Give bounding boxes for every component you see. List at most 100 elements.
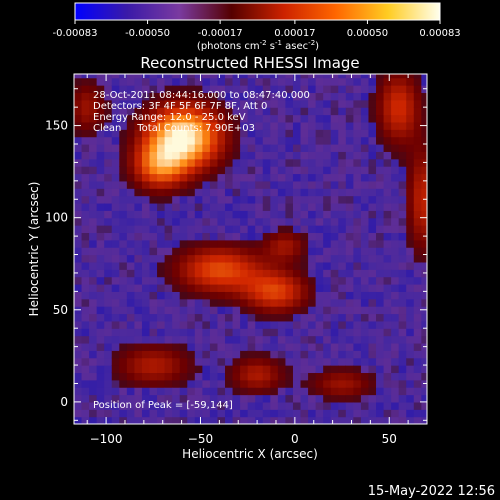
heatmap-cell (262, 121, 271, 130)
heatmap-cell (96, 210, 105, 219)
heatmap-cell (353, 188, 362, 197)
heatmap-cell (194, 306, 203, 315)
heatmap-cell (240, 195, 249, 204)
heatmap-cell (202, 261, 211, 270)
heatmap-cell (209, 261, 219, 270)
heatmap-cell (96, 99, 105, 108)
heatmap-cell (255, 365, 264, 374)
heatmap-cell (217, 77, 226, 86)
heatmap-cell (232, 409, 241, 418)
heatmap-cell (270, 306, 279, 315)
heatmap-cell (406, 77, 415, 86)
heatmap-cell (270, 188, 279, 197)
heatmap-cell (247, 99, 256, 108)
heatmap-cell (360, 247, 370, 256)
heatmap-cell (81, 74, 90, 79)
heatmap-cell (141, 239, 151, 248)
heatmap-cell (345, 306, 354, 315)
heatmap-cell (157, 107, 166, 116)
heatmap-cell (96, 416, 105, 424)
heatmap-cell (157, 247, 166, 256)
heatmap-cell (172, 151, 181, 160)
heatmap-cell (262, 166, 271, 175)
heatmap-cell (421, 291, 427, 300)
heatmap-cell (285, 291, 294, 300)
heatmap-cell (285, 85, 294, 94)
heatmap-cell (141, 335, 151, 344)
heatmap-cell (270, 232, 279, 241)
heatmap-cell (345, 291, 354, 300)
heatmap-cell (232, 92, 241, 101)
heatmap-cell (134, 357, 143, 366)
heatmap-cell (262, 92, 271, 101)
heatmap-cell (240, 202, 249, 211)
heatmap-cell (292, 276, 302, 285)
heatmap-cell (368, 239, 377, 248)
heatmap-cell (225, 158, 234, 167)
heatmap-cell (300, 313, 309, 322)
heatmap-cell (149, 195, 158, 204)
heatmap-cell (89, 74, 98, 79)
heatmap-cell (194, 320, 203, 329)
heatmap-cell (217, 298, 226, 307)
heatmap-cell (376, 291, 385, 300)
heatmap-cell (104, 180, 113, 189)
heatmap-cell (353, 269, 362, 278)
heatmap-cell (157, 409, 166, 418)
heatmap-cell (179, 225, 188, 234)
heatmap-cell (149, 144, 158, 152)
heatmap-cell (232, 313, 241, 322)
heatmap-cell (119, 210, 128, 219)
heatmap-cell (277, 232, 287, 241)
heatmap-cell (360, 85, 370, 94)
heatmap-cell (391, 202, 400, 211)
heatmap-cell (179, 180, 188, 189)
heatmap-cell (421, 151, 427, 160)
heatmap-cell (217, 173, 226, 182)
heatmap-cell (187, 217, 196, 226)
colorbar-tick-label: -0.00083 (53, 28, 98, 39)
heatmap-cell (81, 99, 90, 108)
heatmap-cell (187, 195, 196, 204)
heatmap-cell (285, 232, 294, 241)
heatmap-cell (376, 107, 385, 116)
heatmap-cell (202, 342, 211, 351)
heatmap-cell (262, 350, 271, 359)
heatmap-cell (225, 202, 234, 211)
heatmap-cell (285, 350, 294, 359)
heatmap-cell (323, 313, 332, 322)
heatmap-cell (308, 121, 317, 130)
heatmap-cell (376, 195, 385, 204)
heatmap-cell (104, 151, 113, 160)
heatmap-cell (157, 313, 166, 322)
heatmap-cell (270, 121, 279, 130)
heatmap-cell (111, 92, 120, 101)
heatmap-cell (413, 298, 422, 307)
heatmap-cell (89, 225, 98, 234)
heatmap-image (74, 74, 427, 424)
heatmap-cell (81, 401, 90, 410)
heatmap-cell (119, 107, 128, 116)
heatmap-cell (308, 320, 317, 329)
heatmap-cell (104, 291, 113, 300)
heatmap-cell (330, 77, 339, 86)
heatmap-cell (315, 291, 324, 300)
heatmap-cell (134, 92, 143, 101)
heatmap-cell (247, 320, 256, 329)
heatmap-cell (262, 261, 271, 270)
heatmap-cell (240, 291, 249, 300)
heatmap-cell (89, 379, 98, 388)
heatmap-cell (262, 247, 271, 256)
heatmap-cell (262, 342, 271, 351)
heatmap-cell (179, 320, 188, 329)
heatmap-cell (300, 342, 309, 351)
heatmap-cell (149, 151, 158, 160)
heatmap-cell (96, 232, 105, 241)
heatmap-cell (376, 202, 385, 211)
y-tick-label: 150 (45, 119, 68, 133)
heatmap-cell (285, 269, 294, 278)
heatmap-cell (270, 107, 279, 116)
heatmap-cell (323, 136, 332, 145)
heatmap-cell (232, 394, 241, 403)
heatmap-cell (285, 217, 294, 226)
